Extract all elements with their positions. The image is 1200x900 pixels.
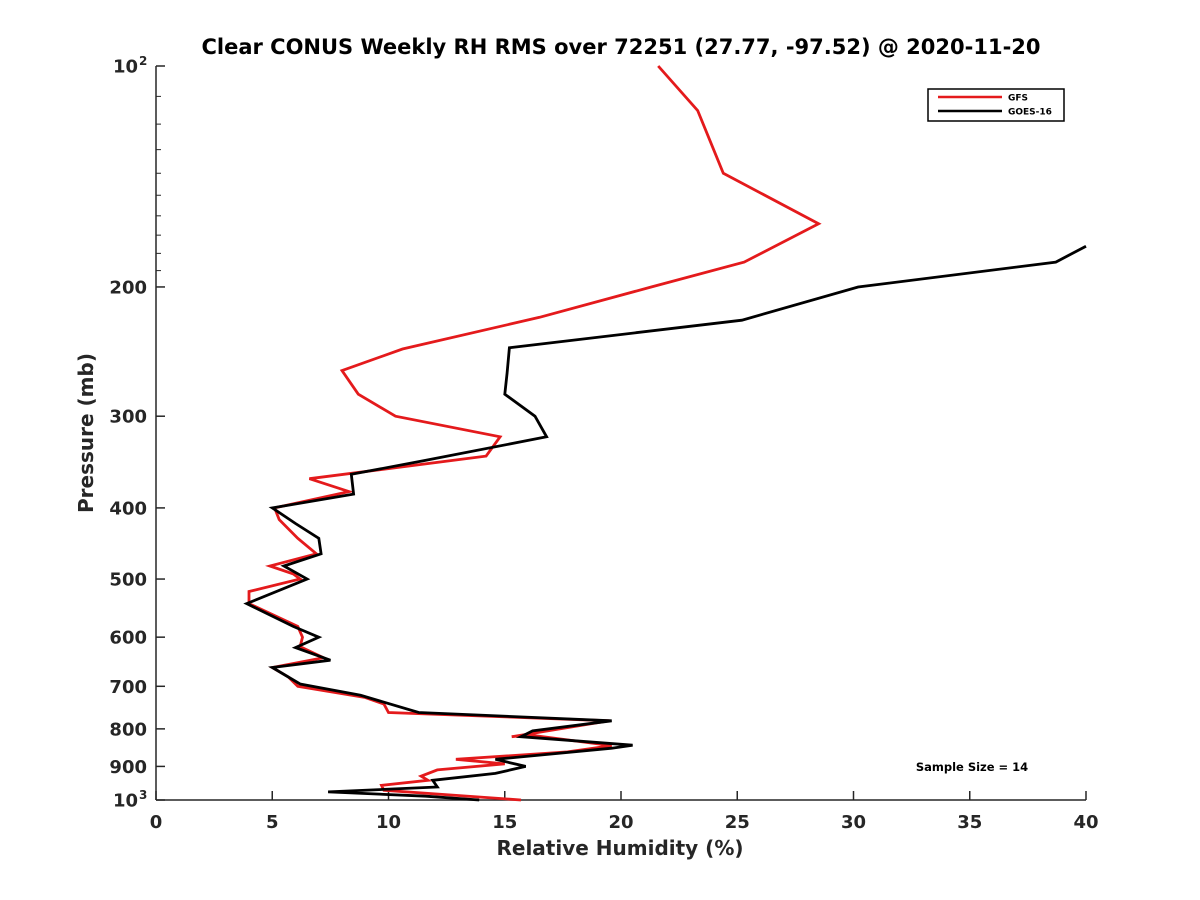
legend-label-gfs: GFS	[1008, 94, 1028, 104]
legend-label-goes16: GOES-16	[1008, 108, 1052, 118]
y-tick-label: 600	[109, 628, 147, 649]
sample-size-annotation: Sample Size = 14	[916, 760, 1028, 774]
y-tick-label: 300	[109, 407, 147, 428]
x-tick-label: 15	[492, 812, 517, 833]
chart-title: Clear CONUS Weekly RH RMS over 72251 (27…	[201, 35, 1040, 59]
series-layer	[243, 65, 1087, 802]
y-tick-label: 10	[113, 57, 138, 78]
x-tick-label: 10	[376, 812, 401, 833]
y-tick-label: 200	[109, 277, 147, 298]
y-tick-label: 900	[109, 757, 147, 778]
x-tick-label: 0	[150, 812, 163, 833]
series-line-goes16	[243, 244, 1087, 802]
y-tick-label-exponent: 3	[139, 788, 147, 802]
x-tick-label: 5	[266, 812, 279, 833]
legend: GFS GOES-16	[927, 88, 1065, 122]
x-tick-label: 20	[608, 812, 633, 833]
y-tick-label: 700	[109, 677, 147, 698]
x-tick-label: 30	[841, 812, 866, 833]
x-axis-ticks: 0 5 10 15 20 25 30 35 40	[150, 791, 1099, 833]
y-axis-title: Pressure (mb)	[74, 353, 98, 513]
x-tick-label: 35	[957, 812, 982, 833]
y-tick-label: 10	[113, 791, 138, 812]
x-tick-label: 40	[1073, 812, 1098, 833]
legend-box	[927, 88, 1065, 122]
y-tick-label: 500	[109, 570, 147, 591]
x-tick-label: 25	[725, 812, 750, 833]
y-tick-label: 800	[109, 719, 147, 740]
x-axis-title: Relative Humidity (%)	[496, 836, 743, 860]
y-tick-label: 400	[109, 498, 147, 519]
y-tick-label-exponent: 2	[139, 54, 147, 68]
